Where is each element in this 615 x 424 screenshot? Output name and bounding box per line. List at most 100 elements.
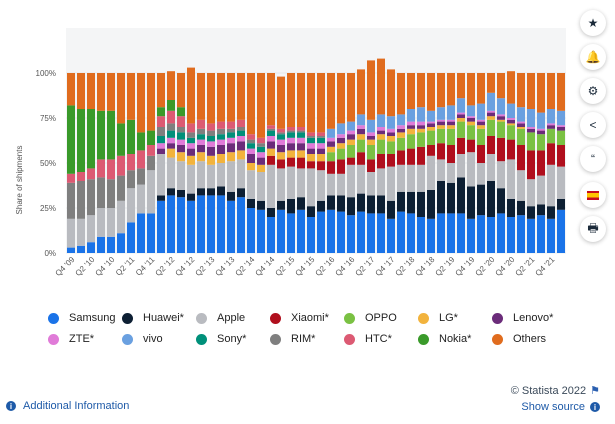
bar-segment[interactable]: [217, 163, 225, 187]
bar-segment[interactable]: [267, 217, 275, 253]
bar-segment[interactable]: [397, 128, 405, 133]
bar-segment[interactable]: [527, 218, 535, 253]
legend-item[interactable]: Others: [492, 333, 546, 345]
bar-segment[interactable]: [507, 217, 515, 253]
bar-segment[interactable]: [207, 73, 215, 124]
legend-item[interactable]: ZTE*: [48, 333, 94, 345]
bar-segment[interactable]: [357, 139, 365, 153]
bar-segment[interactable]: [407, 73, 415, 109]
bar-segment[interactable]: [407, 121, 415, 126]
bar-segment[interactable]: [297, 132, 305, 138]
bar-segment[interactable]: [327, 128, 335, 138]
bar-segment[interactable]: [237, 127, 245, 131]
bar-segment[interactable]: [467, 118, 475, 122]
statista-credit[interactable]: © Statista 2022 ⚑: [511, 384, 600, 397]
bar-segment[interactable]: [437, 125, 445, 129]
bar-segment[interactable]: [357, 134, 365, 140]
bar-segment[interactable]: [487, 116, 495, 120]
bar-segment[interactable]: [377, 195, 385, 214]
bar-segment[interactable]: [517, 73, 525, 108]
bar-segment[interactable]: [137, 184, 145, 214]
bar-segment[interactable]: [297, 209, 305, 253]
bar-segment[interactable]: [97, 236, 105, 253]
bar-segment[interactable]: [237, 197, 245, 253]
bar-segment[interactable]: [457, 137, 465, 154]
bar-segment[interactable]: [87, 242, 95, 253]
bar-segment[interactable]: [267, 73, 275, 126]
bar-segment[interactable]: [167, 100, 175, 111]
bar-segment[interactable]: [67, 173, 75, 183]
bar-segment[interactable]: [527, 73, 535, 109]
bar-segment[interactable]: [537, 175, 545, 205]
bar-segment[interactable]: [537, 204, 545, 216]
bar-segment[interactable]: [407, 191, 415, 214]
share-button[interactable]: <: [580, 112, 606, 138]
bar-segment[interactable]: [357, 164, 365, 194]
bar-segment[interactable]: [207, 188, 215, 196]
bar-segment[interactable]: [187, 143, 195, 149]
bar-segment[interactable]: [497, 119, 505, 122]
bar-segment[interactable]: [347, 215, 355, 253]
bar-segment[interactable]: [237, 73, 245, 120]
bar-segment[interactable]: [407, 125, 415, 129]
bar-segment[interactable]: [157, 136, 165, 144]
bar-segment[interactable]: [507, 103, 515, 118]
bar-segment[interactable]: [507, 159, 515, 199]
bar-segment[interactable]: [367, 136, 375, 140]
bar-segment[interactable]: [257, 146, 265, 153]
bar-segment[interactable]: [507, 199, 515, 217]
bar-segment[interactable]: [427, 121, 435, 124]
bar-segment[interactable]: [67, 105, 75, 174]
bar-segment[interactable]: [517, 215, 525, 253]
bar-segment[interactable]: [247, 139, 255, 144]
star-button[interactable]: ★: [580, 10, 606, 36]
bar-segment[interactable]: [167, 143, 175, 149]
bar-segment[interactable]: [257, 143, 265, 147]
bar-segment[interactable]: [287, 150, 295, 158]
bar-segment[interactable]: [397, 150, 405, 165]
bar-segment[interactable]: [227, 128, 235, 133]
bar-segment[interactable]: [417, 217, 425, 253]
bar-segment[interactable]: [157, 127, 165, 136]
bar-segment[interactable]: [87, 215, 95, 243]
bar-segment[interactable]: [137, 150, 145, 169]
bar-segment[interactable]: [407, 148, 415, 165]
bar-segment[interactable]: [547, 218, 555, 253]
bar-segment[interactable]: [287, 127, 295, 131]
bar-segment[interactable]: [487, 181, 495, 217]
bar-segment[interactable]: [417, 107, 425, 122]
bar-segment[interactable]: [537, 215, 545, 253]
legend-item[interactable]: Huawei*: [122, 312, 184, 324]
bar-segment[interactable]: [237, 119, 245, 127]
bar-segment[interactable]: [557, 145, 565, 167]
bar-segment[interactable]: [207, 164, 215, 189]
bar-segment[interactable]: [177, 127, 185, 133]
legend-item[interactable]: HTC*: [344, 333, 392, 345]
bar-segment[interactable]: [507, 139, 515, 160]
bar-segment[interactable]: [287, 157, 295, 167]
bar-segment[interactable]: [307, 206, 315, 217]
bar-segment[interactable]: [477, 73, 485, 104]
bar-segment[interactable]: [357, 152, 365, 165]
bar-segment[interactable]: [147, 170, 155, 214]
bar-segment[interactable]: [267, 130, 275, 136]
bar-segment[interactable]: [457, 121, 465, 138]
bar-segment[interactable]: [297, 137, 305, 144]
bar-segment[interactable]: [317, 73, 325, 133]
bar-segment[interactable]: [507, 119, 515, 124]
bar-segment[interactable]: [227, 132, 235, 138]
bar-segment[interactable]: [277, 134, 285, 140]
bar-segment[interactable]: [297, 73, 305, 127]
bar-segment[interactable]: [517, 128, 525, 145]
bar-segment[interactable]: [487, 217, 495, 253]
bar-segment[interactable]: [447, 163, 455, 183]
bar-segment[interactable]: [487, 136, 495, 154]
bar-segment[interactable]: [537, 73, 545, 113]
bar-segment[interactable]: [387, 128, 395, 133]
bar-segment[interactable]: [257, 200, 265, 210]
bar-segment[interactable]: [517, 145, 525, 171]
bar-segment[interactable]: [507, 118, 515, 120]
bar-segment[interactable]: [77, 172, 85, 181]
bar-segment[interactable]: [297, 157, 305, 169]
bar-segment[interactable]: [327, 173, 335, 196]
